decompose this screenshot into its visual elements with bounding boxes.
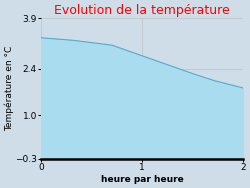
- Y-axis label: Température en °C: Température en °C: [4, 46, 14, 131]
- X-axis label: heure par heure: heure par heure: [101, 175, 184, 184]
- Title: Evolution de la température: Evolution de la température: [54, 4, 230, 17]
